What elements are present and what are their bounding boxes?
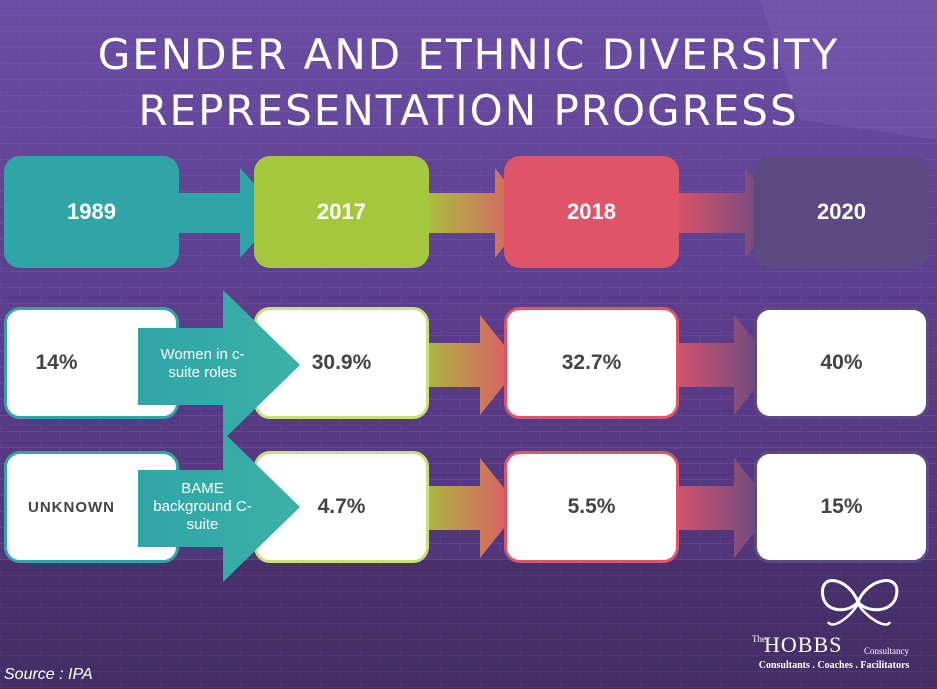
value-text: 4.7% — [317, 495, 366, 518]
value-text: 15% — [820, 495, 863, 518]
value-text: 32.7% — [561, 351, 622, 374]
hobbs-logo: The HOBBS Consultancy Consultants . Coac… — [738, 572, 930, 682]
arrow-1989-2017 — [160, 168, 280, 258]
value-box-bame-2017: 4.7% — [254, 451, 429, 563]
arrow-row2-2018-2020 — [664, 458, 774, 558]
value-text: 30.9% — [311, 351, 372, 374]
logo-name: HOBBS — [764, 632, 843, 657]
value-text: 5.5% — [567, 495, 616, 518]
value-text: UNKNOWN — [28, 498, 115, 516]
row-label-arrow-women — [138, 290, 300, 440]
year-label: 1989 — [67, 199, 116, 224]
arrow-row1-2018-2020 — [664, 315, 774, 415]
arrow-row1-2017-2018 — [410, 315, 520, 415]
value-box-bame-2018: 5.5% — [504, 451, 679, 563]
butterfly-icon — [820, 579, 899, 626]
row-label-bame: BAME background C-suite — [153, 480, 252, 533]
year-box-2017: 2017 — [254, 156, 429, 268]
year-label: 2017 — [317, 199, 366, 224]
row-label-arrow-bame — [138, 432, 300, 582]
arrow-row2-2017-2018 — [410, 458, 520, 558]
logo-prefix: The — [752, 634, 766, 644]
year-box-1989: 1989 — [4, 156, 179, 268]
logo-suffix: Consultancy — [864, 646, 909, 656]
arrow-2017-2018 — [420, 168, 530, 258]
year-label: 2020 — [817, 199, 866, 224]
year-label: 2018 — [567, 199, 616, 224]
value-box-bame-2020: 15% — [754, 451, 929, 563]
value-text: 40% — [820, 351, 863, 374]
value-box-women-2018: 32.7% — [504, 307, 679, 419]
page-title-line-1: GENDER AND ETHNIC DIVERSITY — [97, 30, 840, 79]
year-box-2020: 2020 — [754, 156, 929, 268]
arrow-2018-2020 — [670, 168, 780, 258]
value-box-women-2020: 40% — [754, 307, 929, 419]
row-label-women: Women in c-suite roles — [160, 346, 245, 381]
page-title-line-2: REPRESENTATION PROGRESS — [138, 86, 799, 135]
logo-tagline: Consultants . Coaches . Facilitators — [758, 660, 910, 671]
value-text: 14% — [35, 351, 78, 374]
source-note: Source : IPA — [4, 666, 93, 683]
year-box-2018: 2018 — [504, 156, 679, 268]
